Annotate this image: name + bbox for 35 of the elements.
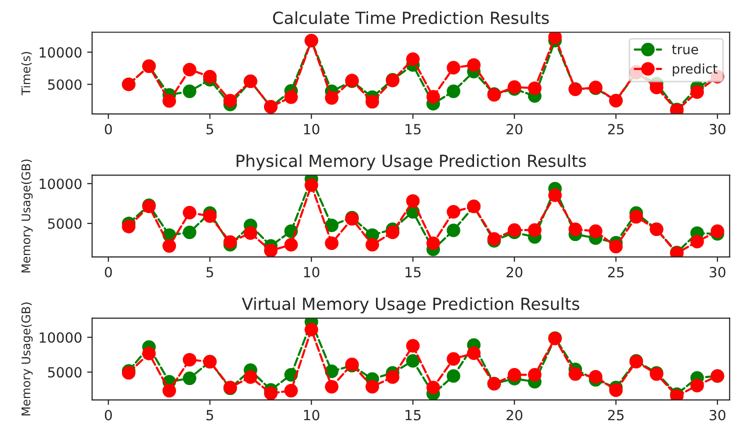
x-tick-label: 10 — [304, 266, 320, 278]
chart-title: Physical Memory Usage Prediction Results — [236, 154, 586, 170]
y-tick-label: 10000 — [40, 178, 82, 190]
x-tick-label: 5 — [206, 410, 214, 420]
x-tick-label: 30 — [710, 124, 726, 134]
x-tick-label: 5 — [206, 124, 214, 134]
x-tick-label: 10 — [304, 124, 320, 134]
chart-title: Calculate Time Prediction Results — [273, 11, 549, 24]
x-tick-label: 0 — [104, 124, 112, 134]
x-tick-label: 25 — [608, 124, 624, 134]
x-tick-label: 25 — [608, 410, 624, 420]
y-axis-title: Time(s) — [21, 52, 32, 96]
x-tick-label: 15 — [406, 267, 421, 278]
x-tick-label: 20 — [506, 410, 522, 420]
legend-label: predict — [672, 63, 718, 76]
x-tick-label: 30 — [710, 410, 726, 420]
x-tick-label: 10 — [304, 410, 320, 420]
x-tick-label: 20 — [506, 124, 522, 134]
x-tick-label: 0 — [104, 266, 112, 278]
x-tick-label: 0 — [104, 410, 112, 420]
x-tick-label: 15 — [406, 124, 421, 134]
x-tick-label: 30 — [710, 266, 726, 278]
y-tick-label: 5000 — [48, 218, 82, 229]
x-tick-label: 25 — [608, 266, 624, 278]
legend-label: true — [672, 44, 698, 54]
y-axis-title: Memory Usage(GB) — [21, 160, 33, 272]
x-tick-label: 15 — [406, 410, 421, 420]
x-tick-label: 5 — [206, 267, 214, 278]
y-tick-label: 10000 — [40, 332, 82, 343]
x-tick-label: 20 — [506, 266, 522, 278]
y-tick-label: 5000 — [48, 79, 82, 90]
y-tick-label: 5000 — [48, 367, 82, 378]
y-tick-label: 10000 — [40, 47, 82, 58]
chart-title: Virtual Memory Usage Prediction Results — [242, 297, 580, 314]
y-axis-title: Memory Usage(GB) — [21, 302, 33, 416]
